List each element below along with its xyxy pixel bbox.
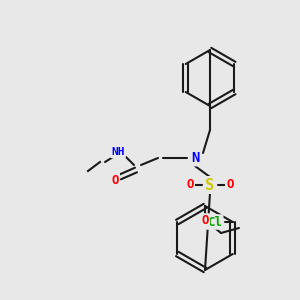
Text: O: O <box>111 173 119 187</box>
Text: NH: NH <box>111 147 125 157</box>
Text: S: S <box>206 178 214 193</box>
Text: N: N <box>191 151 199 165</box>
Text: O: O <box>226 178 234 191</box>
Text: O: O <box>201 214 209 227</box>
Text: O: O <box>186 178 194 191</box>
Text: Cl: Cl <box>207 215 222 229</box>
